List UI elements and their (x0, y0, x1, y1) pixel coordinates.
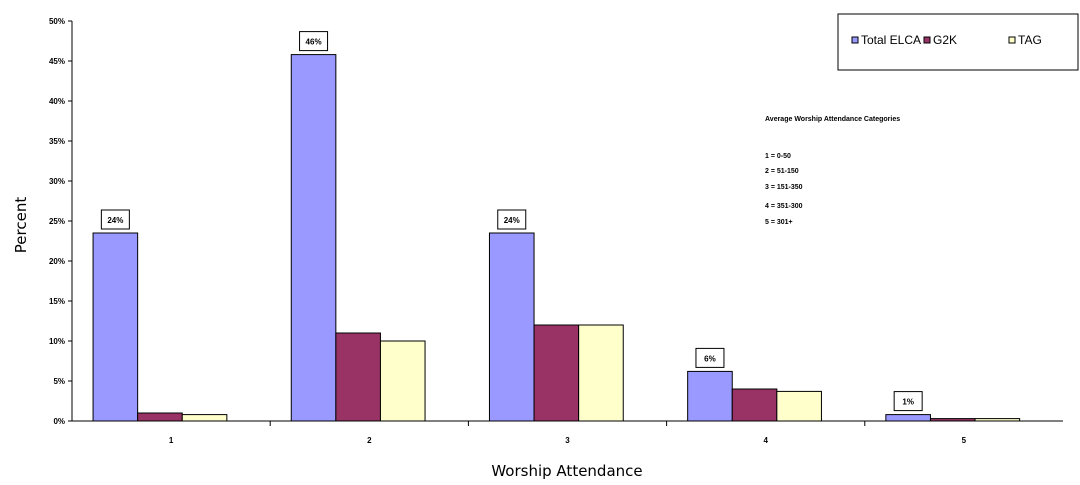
x-tick-label: 5 (962, 436, 967, 445)
bar-g2k (731, 388, 778, 422)
bar-tag (776, 390, 822, 422)
note-title: Average Worship Attendance Categories (765, 116, 900, 123)
plot-area: 0%5%10%15%20%25%30%35%40%45%50%124%246%3… (49, 17, 1063, 445)
data-label: 24% (504, 216, 520, 225)
legend-label: TAG (1018, 33, 1042, 47)
x-axis-label: Worship Attendance (491, 462, 642, 480)
data-label: 46% (306, 38, 322, 47)
y-tick-label: 30% (49, 177, 65, 186)
legend-box (837, 13, 1079, 71)
note-line: 4 = 351-300 (765, 203, 803, 210)
bar-g2k (137, 412, 183, 422)
data-label: 1% (902, 398, 914, 407)
legend-label: Total ELCA (861, 33, 921, 47)
y-tick-label: 40% (49, 97, 65, 106)
x-tick-label: 3 (565, 436, 570, 445)
data-label-box (497, 209, 527, 230)
bar-total-elca (488, 232, 535, 422)
y-tick-label: 5% (53, 377, 65, 386)
y-tick-label: 0% (53, 417, 65, 426)
y-axis-label: Percent (12, 197, 30, 254)
bar-g2k (335, 332, 381, 422)
legend-label: G2K (933, 33, 957, 47)
bar-total-elca (885, 414, 931, 422)
bar-tag (974, 418, 1021, 422)
data-label-box (893, 391, 923, 412)
attendance-categories-note: Average Worship Attendance Categories 1 … (765, 116, 900, 226)
note-line: 3 = 151-350 (765, 184, 803, 191)
y-tick-label: 15% (49, 297, 65, 306)
bar-tag (578, 324, 624, 422)
y-tick-label: 20% (49, 257, 65, 266)
legend-swatch (851, 36, 859, 44)
y-tick-label: 35% (49, 137, 65, 146)
bar-g2k (929, 418, 976, 422)
note-line: 2 = 51-150 (765, 168, 799, 175)
x-tick-label: 1 (169, 436, 174, 445)
data-label-box (100, 209, 130, 230)
legend: Total ELCA G2K TAG (837, 13, 1079, 71)
legend-swatch (1008, 36, 1016, 44)
bar-tag (181, 414, 228, 422)
bar-total-elca (290, 54, 337, 422)
bar-total-elca (92, 232, 139, 422)
bar-total-elca (687, 370, 733, 422)
y-tick-label: 50% (49, 17, 65, 26)
bar-tag (379, 340, 426, 422)
x-tick-label: 4 (763, 436, 768, 445)
y-tick-label: 25% (49, 217, 65, 226)
legend-swatch (923, 36, 931, 44)
data-label-box (299, 31, 329, 52)
x-tick-label: 2 (367, 436, 372, 445)
bar-g2k (533, 324, 580, 422)
y-tick-label: 45% (49, 57, 65, 66)
data-label-box (695, 347, 725, 368)
y-tick-label: 10% (49, 337, 65, 346)
data-label: 6% (704, 354, 716, 363)
note-line: 1 = 0-50 (765, 153, 791, 160)
data-label: 24% (107, 216, 123, 225)
note-line: 5 = 301+ (765, 219, 793, 226)
